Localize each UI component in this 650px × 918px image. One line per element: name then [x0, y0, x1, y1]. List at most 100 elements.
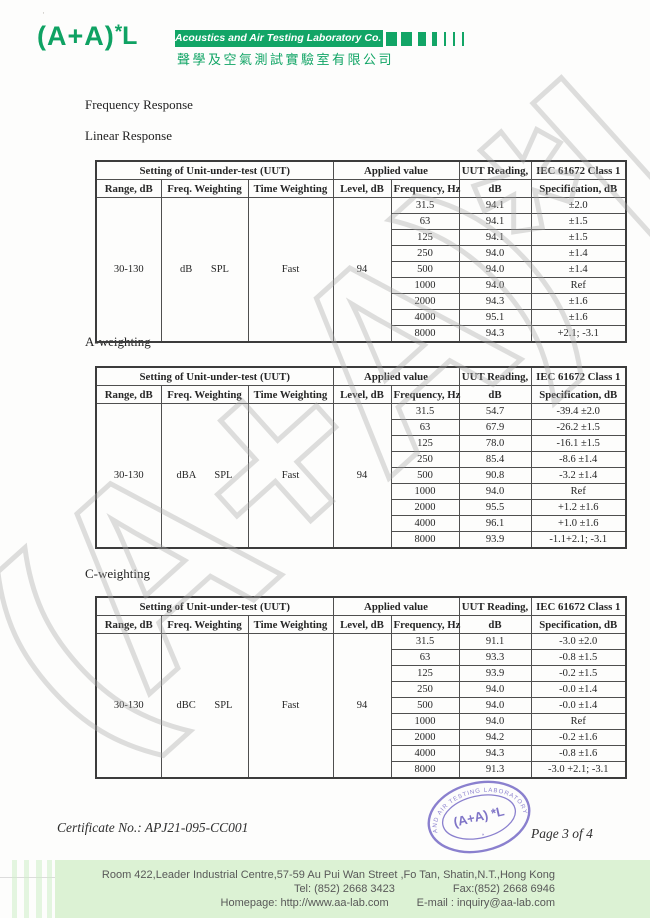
table-group-header-row: Setting of Unit-under-test (UUT) Applied…: [95, 366, 627, 386]
reading-cell: 85.4: [458, 451, 532, 468]
frequency-cell: 250: [390, 451, 460, 468]
applied-group-header: Applied value: [332, 596, 460, 616]
frequency-header: Frequency, Hz: [390, 615, 460, 634]
frequency-cell: 1000: [390, 713, 460, 730]
scan-speck: ·: [42, 8, 45, 18]
frequency-cell: 500: [390, 467, 460, 484]
spec-cell: ±1.5: [530, 229, 627, 246]
frequency-cell: 125: [390, 435, 460, 452]
footer-divider: [0, 877, 58, 878]
reading-cell: 94.1: [458, 197, 532, 214]
spec-header-line2: Specification, dB: [530, 179, 627, 198]
footer: Room 422,Leader Industrial Centre,57-59 …: [55, 860, 650, 918]
reading-header-line1: UUT Reading,: [458, 160, 532, 180]
spec-cell: -8.6 ±1.4: [530, 451, 627, 468]
reading-cell: 91.1: [458, 633, 532, 650]
spec-header-line1: IEC 61672 Class 1: [530, 160, 627, 180]
reading-cell: 93.9: [458, 531, 532, 549]
frequency-cell: 2000: [390, 499, 460, 516]
reading-cell: 95.1: [458, 309, 532, 326]
frequency-cell: 8000: [390, 325, 460, 343]
subsection-c-weighting: C-weighting: [85, 566, 150, 581]
applied-group-header: Applied value: [332, 366, 460, 386]
spec-cell: +2.1; -3.1: [530, 325, 627, 343]
page-number: Page 3 of 4: [531, 826, 593, 841]
spec-cell: ±1.4: [530, 245, 627, 262]
spec-cell: -0.0 ±1.4: [530, 681, 627, 698]
table-row: 1000 94.0 Ref: [96, 483, 627, 500]
table-row: 500 94.0 ±1.4: [96, 261, 627, 278]
frequency-cell: 250: [390, 245, 460, 262]
spec-cell: -0.2 ±1.6: [530, 729, 627, 746]
frequency-header: Frequency, Hz: [390, 385, 460, 404]
footer-tel: Tel: (852) 2668 3423: [293, 883, 395, 895]
reading-cell: 94.0: [458, 261, 532, 278]
frequency-cell: 31.5: [390, 197, 460, 214]
frequency-cell: 125: [390, 229, 460, 246]
table-row: 4000 96.1 +1.0 ±1.6: [96, 515, 627, 532]
table-row: 63 94.1 ±1.5: [96, 213, 627, 230]
table-row: 4000 94.3 -0.8 ±1.6: [96, 745, 627, 762]
spec-cell: Ref: [530, 483, 627, 500]
spec-cell: ±1.6: [530, 309, 627, 326]
spec-cell: -0.8 ±1.6: [530, 745, 627, 762]
range-cell: 30-130: [95, 403, 162, 549]
spec-cell: -16.1 ±1.5: [530, 435, 627, 452]
company-logo: (A+A)*L: [37, 21, 138, 52]
time-weighting-header: Time Weighting: [247, 179, 334, 198]
table-row: 2000 95.5 +1.2 ±1.6: [96, 499, 627, 516]
reading-cell: 94.0: [458, 245, 532, 262]
reading-header-line1: UUT Reading,: [458, 366, 532, 386]
table-row: 63 93.3 -0.8 ±1.5: [96, 649, 627, 666]
spec-cell: ±1.5: [530, 213, 627, 230]
reading-cell: 78.0: [458, 435, 532, 452]
table-row: 4000 95.1 ±1.6: [96, 309, 627, 326]
time-weighting-cell: Fast: [247, 633, 334, 779]
reading-cell: 94.0: [458, 713, 532, 730]
level-cell: 94: [332, 633, 392, 779]
frequency-cell: 63: [390, 649, 460, 666]
table-row: 63 67.9 -26.2 ±1.5: [96, 419, 627, 436]
svg-text:*: *: [482, 833, 486, 840]
frequency-cell: 4000: [390, 745, 460, 762]
reading-cell: 94.3: [458, 293, 532, 310]
certificate-number: APJ21-095-CC001: [144, 820, 249, 835]
setting-group-header: Setting of Unit-under-test (UUT): [95, 160, 334, 180]
spec-cell: -39.4 ±2.0: [530, 403, 627, 420]
level-header: Level, dB: [332, 179, 392, 198]
frequency-cell: 4000: [390, 515, 460, 532]
spec-cell: -0.8 ±1.5: [530, 649, 627, 666]
company-stamp: AND AIR TESTING LABORATORY CO. LTD (A+A)…: [423, 776, 531, 854]
table-row: 2000 94.2 -0.2 ±1.6: [96, 729, 627, 746]
footer-fax: Fax:(852) 2668 6946: [452, 883, 555, 895]
level-cell: 94: [332, 197, 392, 343]
freq-weighting-cell: dBA SPL: [160, 403, 249, 549]
reading-cell: 94.1: [458, 213, 532, 230]
logo-asterisk: *: [114, 22, 123, 43]
reading-cell: 93.9: [458, 665, 532, 682]
logo-main: (A+A): [37, 21, 115, 51]
frequency-cell: 8000: [390, 531, 460, 549]
time-weighting-header: Time Weighting: [247, 615, 334, 634]
reading-cell: 94.3: [458, 745, 532, 762]
reading-header-line2: dB: [458, 179, 532, 198]
frequency-cell: 4000: [390, 309, 460, 326]
table-group-header-row: Setting of Unit-under-test (UUT) Applied…: [95, 596, 627, 616]
table-row: 30-130 dBA SPL Fast 94 31.5 54.7 -39.4 ±…: [95, 403, 627, 549]
table-sub-header-row: Range, dB Freq. Weighting Time Weighting…: [95, 179, 627, 198]
spec-cell: +1.0 ±1.6: [530, 515, 627, 532]
frequency-cell: 2000: [390, 729, 460, 746]
logo-l: L: [122, 22, 139, 50]
logo-deco-bars: [386, 32, 468, 46]
reading-header-line2: dB: [458, 615, 532, 634]
reading-cell: 94.0: [458, 697, 532, 714]
level-cell: 94: [332, 403, 392, 549]
footer-homepage: Homepage: http://www.aa-lab.com: [220, 897, 389, 909]
applied-group-header: Applied value: [332, 160, 460, 180]
frequency-cell: 1000: [390, 277, 460, 294]
range-cell: 30-130: [95, 197, 162, 343]
reading-cell: 96.1: [458, 515, 532, 532]
frequency-cell: 500: [390, 261, 460, 278]
time-weighting-cell: Fast: [247, 197, 334, 343]
frequency-header: Frequency, Hz: [390, 179, 460, 198]
